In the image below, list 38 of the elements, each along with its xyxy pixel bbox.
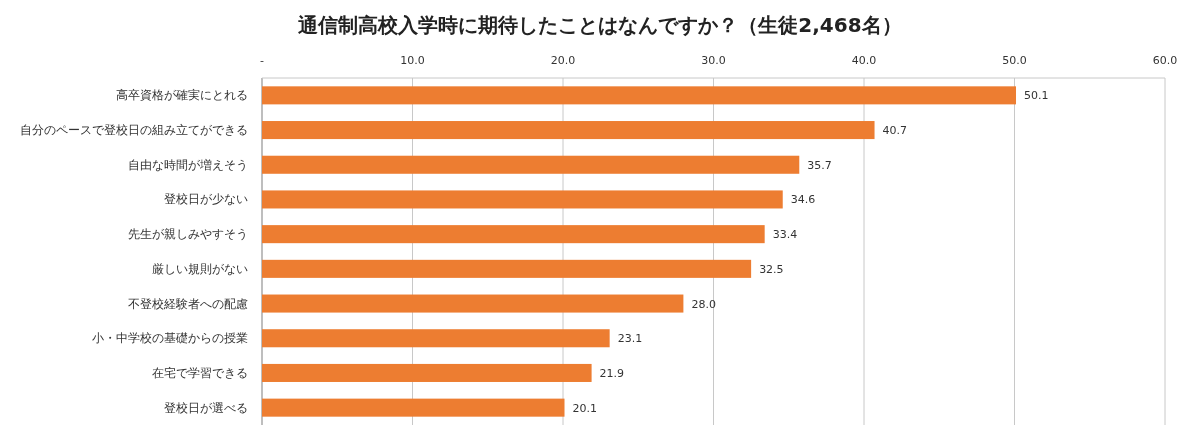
- y-tick-label: 不登校経験者への配慮: [128, 296, 248, 311]
- bar: [262, 329, 610, 348]
- data-label: 28.0: [691, 297, 716, 311]
- bar: [262, 86, 1017, 105]
- x-tick-label: 40.0: [851, 54, 877, 67]
- data-label: 40.7: [882, 124, 908, 138]
- chart-title: 通信制高校入学時に期待したことはなんですか？（生徒2,468名）: [297, 13, 902, 37]
- bar: [262, 363, 592, 382]
- y-tick-label: 自由な時間が増えそう: [128, 157, 248, 172]
- bar: [262, 190, 783, 209]
- y-tick-label: 在宅で学習できる: [152, 365, 248, 380]
- bar: [262, 259, 752, 278]
- y-tick-label: 登校日が選べる: [164, 400, 248, 415]
- y-tick-label: 厳しい規則がない: [152, 261, 248, 276]
- x-tick-label: 30.0: [701, 54, 726, 67]
- bar: [262, 398, 565, 417]
- data-label: 33.4: [772, 228, 798, 242]
- y-tick-label: 自分のペースで登校日の組み立てができる: [20, 123, 248, 138]
- y-tick-label: 先生が親しみやすそう: [128, 227, 248, 242]
- y-tick-label: 小・中学校の基礎からの授業: [92, 331, 248, 346]
- x-tick-label: 20.0: [550, 54, 576, 67]
- data-label: 23.1: [617, 332, 643, 346]
- x-tick-label: 50.0: [1002, 54, 1027, 67]
- bar: [262, 121, 875, 140]
- bar: [262, 294, 684, 313]
- bar: [262, 225, 765, 244]
- bar: [262, 155, 800, 174]
- data-label: 35.7: [807, 158, 832, 172]
- x-tick-label: 10.0: [400, 54, 425, 67]
- x-tick-label: -: [260, 54, 265, 67]
- y-tick-label: 高卒資格が確実にとれる: [116, 88, 248, 103]
- data-label: 20.1: [572, 401, 598, 415]
- data-label: 34.6: [790, 193, 816, 207]
- data-label: 21.9: [599, 366, 625, 380]
- data-label: 50.1: [1024, 89, 1049, 103]
- y-tick-label: 登校日が少ない: [164, 192, 248, 207]
- x-tick-label: 60.0: [1152, 54, 1178, 67]
- data-label: 32.5: [759, 262, 784, 276]
